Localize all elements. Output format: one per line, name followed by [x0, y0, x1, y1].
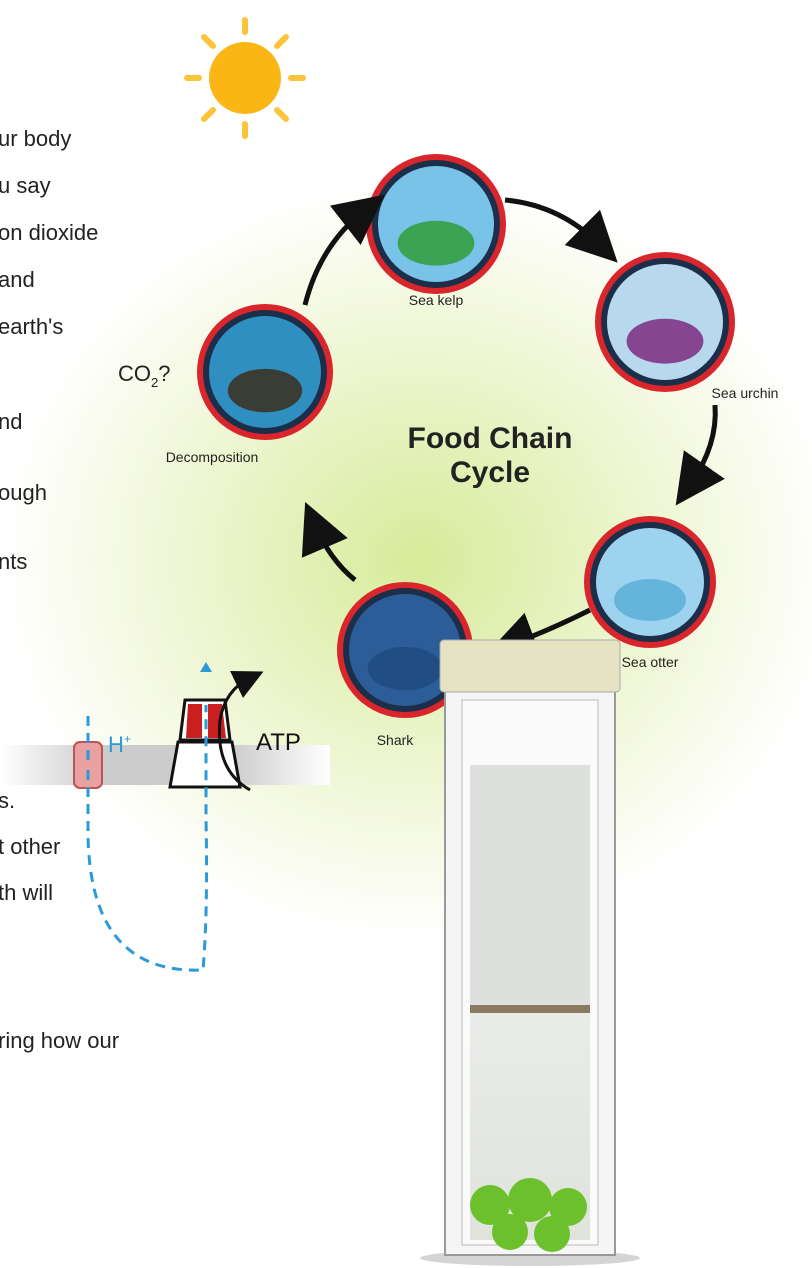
node-image-detail — [397, 220, 475, 266]
node-label: Sea urchin — [712, 385, 779, 401]
text-fragment: and — [0, 267, 35, 292]
node-image-detail — [614, 579, 686, 621]
co2-part: 2 — [151, 375, 159, 390]
cycle-title: Food Chain — [408, 422, 573, 455]
co2-text: CO2? — [118, 361, 170, 390]
node-image-detail — [626, 318, 704, 364]
node-image-detail — [227, 368, 303, 413]
text-fragment: earth's — [0, 314, 64, 339]
sun — [184, 17, 306, 139]
co2-part: CO — [118, 361, 151, 386]
node-image-detail — [367, 646, 443, 691]
atp-synthase-diagram: H+ ATP — [0, 662, 330, 972]
text-fragment: ough — [0, 480, 47, 505]
text-fragment: u say — [0, 173, 51, 198]
proton-label: H+ — [108, 732, 131, 757]
text-fragment: nts — [0, 549, 28, 574]
node-label: Decomposition — [166, 449, 259, 465]
node-label: Shark — [377, 732, 415, 748]
text-fragment: nd — [0, 409, 23, 434]
cycle-title: Cycle — [450, 456, 530, 489]
text-fragment: th will — [0, 880, 54, 905]
cuvette — [420, 639, 640, 1266]
node-label: Sea kelp — [409, 292, 464, 308]
atp-label: ATP — [256, 729, 301, 756]
text-fragment: ring how our — [0, 1028, 120, 1053]
text-fragment: t other — [0, 834, 61, 859]
text-fragment: s. — [0, 788, 16, 813]
text-fragment: ur body — [0, 126, 72, 151]
text-fragment: on dioxide — [0, 220, 99, 245]
node-label: Sea otter — [622, 654, 679, 670]
co2-part: ? — [158, 361, 171, 386]
